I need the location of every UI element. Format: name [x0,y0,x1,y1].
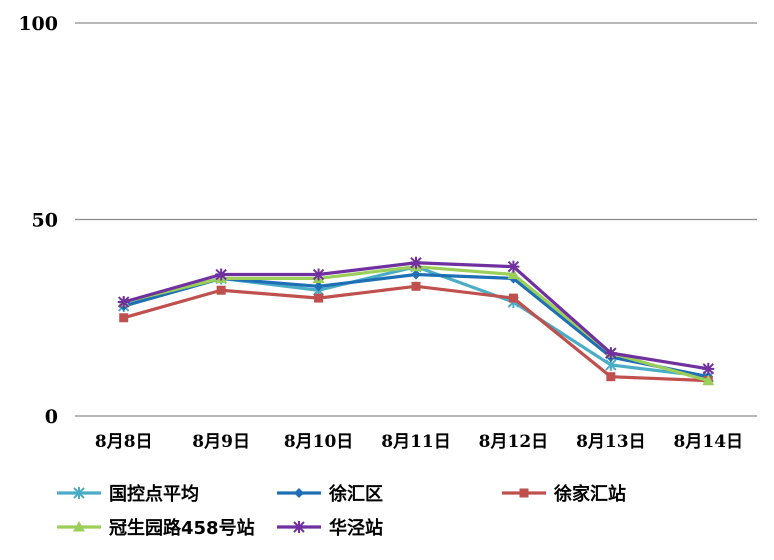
y-tick-label: 0 [45,406,58,428]
legend-item-guanshengyuan: 冠生园路458号站 [55,512,255,542]
line-chart: 0 50 100 8月8日 8月9日 8月10日 8月11日 8月12日 8月13日 8月14日 [18,13,757,452]
legend-label: 国控点平均 [109,484,199,505]
x-tick-label: 8月10日 [284,432,354,452]
data-point [702,374,715,386]
data-point [313,281,324,292]
data-point [410,256,422,269]
x-tick-label: 8月12日 [479,432,549,452]
legend-label: 冠生园路458号站 [109,518,255,539]
data-point [507,260,520,273]
data-point [119,313,129,323]
legend-label: 徐汇区 [329,484,383,505]
data-point [215,268,228,281]
data-point [314,293,324,303]
y-axis-ticks: 0 50 100 [18,13,58,428]
x-tick-label: 8月8日 [95,432,153,452]
data-point [117,296,130,309]
legend-marker [73,521,85,532]
legend-swatch-3 [57,521,101,532]
legend-swatch-0 [57,487,101,499]
y-tick-label: 50 [32,210,58,232]
series-4 [117,256,715,375]
x-tick-label: 8月14日 [674,432,744,452]
legend-swatch-4 [277,521,321,533]
data-point [411,269,421,280]
x-tick-label: 8月13日 [576,432,646,452]
legend-item-huajing: 华泾站 [275,512,383,542]
data-point [606,372,616,382]
gridlines [75,22,757,417]
x-tick-label: 8月9日 [192,432,250,452]
data-point [702,362,715,375]
legend-swatch-2 [502,488,546,498]
series-group [117,256,715,386]
legend-marker [519,488,529,498]
data-point [411,281,421,291]
data-point [507,268,520,280]
legend-marker [294,488,304,498]
legend-item-xujiahui: 徐家汇站 [500,478,626,508]
legend-label: 徐家汇站 [554,484,626,505]
legend-label: 华泾站 [329,518,383,539]
x-tick-label: 8月11日 [381,432,451,452]
data-point [508,293,518,303]
data-point [216,285,226,295]
x-axis-ticks: 8月8日 8月9日 8月10日 8月11日 8月12日 8月13日 8月14日 [95,432,743,452]
legend-swatch-1 [277,488,321,498]
legend-item-xuhui: 徐汇区 [275,478,383,508]
legend-marker [73,487,85,499]
legend: 国控点平均 徐汇区 徐家汇站 冠生园路458号站 华泾站 [0,472,774,560]
data-point [604,347,617,360]
series-2 [119,281,713,386]
y-tick-label: 100 [18,13,58,35]
data-point [312,268,325,281]
legend-marker [293,521,305,533]
legend-item-guokong: 国控点平均 [55,478,199,508]
